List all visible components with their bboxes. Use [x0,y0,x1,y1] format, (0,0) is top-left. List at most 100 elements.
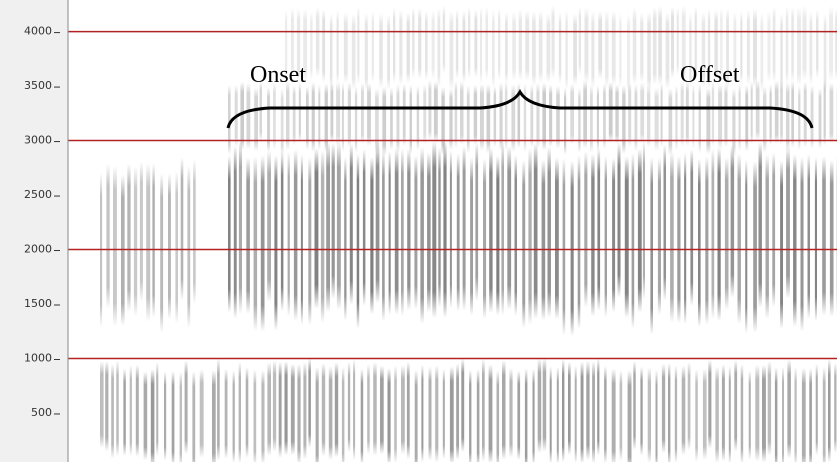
spectral-stripe [828,358,831,462]
spectral-stripe [199,369,204,458]
spectral-stripe [591,11,595,89]
spectral-stripe [364,13,368,91]
spectral-stripe [409,84,412,154]
spectral-stripe [755,364,760,462]
spectral-stripe [507,146,512,310]
spectral-stripe [280,151,284,312]
spectral-stripe [139,161,143,302]
spectral-stripe [505,11,508,84]
spectral-stripe [303,9,307,82]
spectral-stripe [401,365,405,455]
spectral-stripe [253,369,257,462]
spectral-stripe [425,10,428,81]
spectral-stripe [286,80,290,151]
spectral-stripe [740,11,743,85]
spectral-stripe [362,149,366,307]
spectral-stripe [681,5,686,83]
spectral-stripe [542,83,546,151]
spectral-stripe [488,364,493,462]
brace [226,88,814,129]
spectral-stripe [184,360,188,455]
spectral-stripe [414,155,418,310]
spectral-stripe [668,88,673,156]
spectral-stripe [394,148,399,315]
spectral-stripe [180,157,184,301]
spectral-stripe [330,82,334,144]
spectral-stripe [772,6,776,83]
spectral-stripe [394,365,397,462]
spectral-stripe [111,364,114,459]
spectral-stripe [706,87,711,155]
spectral-stripe [341,82,344,152]
spectral-stripe [687,362,691,451]
spectral-stripe [782,366,784,462]
spectral-stripe [698,83,701,154]
spectral-stripe [578,6,581,75]
spectral-stripe [542,358,547,452]
spectral-stripe [733,12,737,81]
spectral-stripe [328,366,333,460]
spectral-stripe [640,12,644,84]
spectral-stripe [253,156,258,331]
spectral-stripe [797,7,801,87]
spectral-stripe [518,9,522,81]
spectral-stripe [724,157,729,311]
spectral-stripe [509,367,513,458]
spectral-stripe [315,7,320,78]
spectral-stripe [617,142,621,298]
spectral-stripe [564,87,567,155]
spectral-stripe [485,6,488,80]
spectral-stripe [228,155,231,313]
annotation: Offset [680,62,740,88]
spectral-stripe [406,361,410,460]
spectral-stripe [387,14,390,90]
spectral-stripe [660,82,663,147]
spectral-stripe [449,150,452,309]
spectral-stripe [449,10,454,91]
spectral-stripe [382,150,385,322]
spectral-stripe [402,83,406,147]
y-tick-label: 500 [31,406,52,419]
spectral-stripe [396,83,400,154]
spectral-stripe [707,8,711,89]
spectral-stripe [121,174,125,326]
spectral-stripe [631,153,635,329]
spectral-stripe [730,145,735,298]
spectral-stripe [246,157,250,314]
y-tick-label: 1500 [24,297,52,310]
spectral-stripe [780,81,783,145]
spectral-stripe [123,368,126,456]
spectral-stripe [570,160,574,336]
spectral-stripe [748,370,751,460]
spectral-stripe [435,365,439,462]
spectral-stripe [671,6,674,79]
spectral-stripe [758,141,762,308]
spectral-stripe [772,152,776,308]
spectral-stripe [296,8,301,83]
spectral-stripe [496,370,500,462]
spectral-stripe [171,370,175,462]
spectral-stripe [356,153,360,329]
spectral-stripe [116,360,119,457]
spectral-stripe [810,85,814,149]
spectral-stripe [650,157,653,335]
spectral-stripe [816,10,819,79]
spectral-stripe [695,369,698,462]
spectral-stripe [791,6,794,83]
spectral-stripe [547,146,551,318]
spectral-stripe [760,13,764,94]
spectral-stripe [556,366,559,462]
spectral-stripe [657,157,661,315]
spectral-stripe [829,6,833,81]
spectral-stripe [315,366,319,462]
spectral-stripe [246,83,251,150]
spectral-stripe [786,146,790,299]
spectral-stripe [401,148,404,316]
spectral-stripe [694,6,697,79]
spectral-stripe [663,144,666,301]
spectral-stripe [684,152,687,325]
spectral-stripe [767,361,772,456]
spectral-stripe [496,155,500,316]
spectral-stripe [834,362,837,453]
spectral-stripe [320,149,325,324]
